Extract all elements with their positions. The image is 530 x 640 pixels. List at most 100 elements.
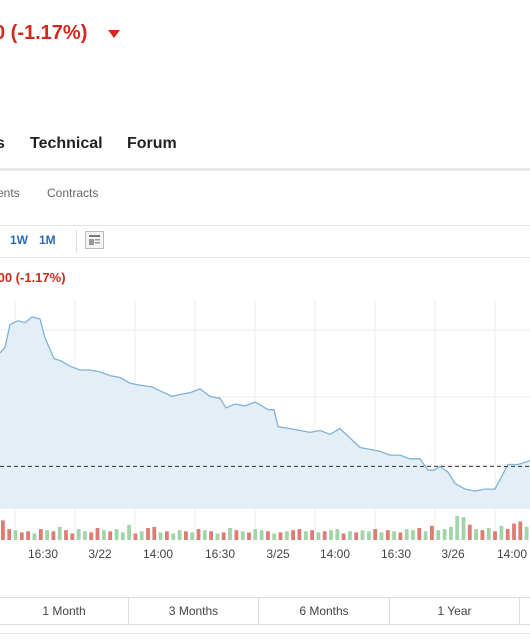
volume-bar: [404, 529, 409, 540]
volume-bar: [45, 530, 49, 540]
volume-bar: [209, 531, 213, 540]
period-6-months-button[interactable]: 6 Months: [258, 598, 389, 624]
volume-bar: [152, 526, 157, 540]
volume-bar: [240, 531, 245, 540]
volume-bar: [266, 531, 270, 540]
x-tick-label: 16:30: [28, 547, 58, 561]
volume-bar: [272, 533, 277, 540]
range-1w-button[interactable]: 1W: [10, 233, 28, 247]
volume-bar: [7, 529, 12, 540]
volume-bar: [127, 524, 131, 540]
volume-bar: [297, 529, 302, 540]
volume-bar: [102, 530, 106, 540]
x-tick-label: 3/22: [88, 547, 112, 561]
chart-price-change: .00 (-1.17%): [0, 270, 66, 285]
x-tick-label: 14:00: [320, 547, 350, 561]
volume-bar: [493, 531, 497, 540]
volume-bar: [379, 532, 384, 540]
volume-bar: [417, 528, 422, 540]
down-arrow-icon: [108, 30, 120, 38]
volume-bar: [442, 529, 447, 540]
volume-bar: [499, 525, 504, 540]
volume-bar: [303, 531, 308, 540]
toolbar-separator: [76, 230, 77, 252]
volume-bar: [398, 532, 403, 540]
volume-bar: [184, 531, 188, 540]
volume-bar: [284, 531, 289, 540]
volume-bar: [158, 532, 163, 540]
volume-bar: [234, 530, 239, 540]
volume-bar: [329, 530, 333, 540]
period-3-months-button[interactable]: 3 Months: [128, 598, 258, 624]
volume-bar: [354, 532, 359, 540]
volume-bar: [512, 523, 516, 540]
period-more-button[interactable]: [519, 598, 530, 624]
volume-bar: [480, 530, 485, 540]
volume-bar: [95, 528, 100, 540]
price-chart[interactable]: 16:30 3/22 14:00 16:30 3/25 14:00 16:30 3/26 14:…: [0, 300, 530, 570]
volume-bar: [505, 529, 510, 540]
bottom-divider: [0, 633, 530, 634]
volume-bar: [38, 529, 43, 540]
volume-bar: [32, 533, 37, 540]
layout-toggle-button[interactable]: [85, 231, 104, 249]
volume-bar: [467, 524, 472, 540]
volume-bar: [310, 530, 314, 540]
volume-bar: [486, 528, 491, 540]
volume-bar: [171, 533, 176, 540]
x-tick-label: 14:00: [143, 547, 173, 561]
price-area-fill: [0, 317, 530, 508]
volume-bar: [57, 526, 62, 540]
range-1m-button[interactable]: 1M: [39, 233, 56, 247]
volume-bar: [524, 526, 529, 540]
volume-bar: [76, 529, 81, 540]
volume-bar: [196, 529, 201, 540]
volume-bar: [26, 531, 30, 540]
tab-overview[interactable]: s: [0, 135, 5, 152]
volume-bar: [1, 520, 5, 540]
volume-bar: [108, 531, 113, 540]
toolbar-divider: [0, 257, 530, 258]
volume-bar: [449, 526, 453, 540]
volume-bar: [335, 529, 340, 540]
volume-bar: [436, 530, 441, 540]
subtab-contracts[interactable]: Contracts: [47, 186, 99, 200]
volume-bar: [114, 529, 119, 540]
volume-bar: [316, 532, 321, 540]
volume-bar: [373, 529, 378, 540]
sub-tabs-divider: [0, 225, 530, 226]
volume-bar: [385, 530, 390, 540]
volume-bar: [423, 531, 428, 540]
volume-bar: [139, 531, 144, 540]
volume-bar: [146, 528, 150, 540]
layout-icon: [89, 235, 100, 245]
volume-bar: [19, 532, 24, 540]
x-tick-label: 16:30: [381, 547, 411, 561]
volume-bar: [83, 531, 87, 540]
tab-forum[interactable]: Forum: [127, 135, 177, 152]
price-change: 0 (-1.17%): [0, 22, 88, 44]
volume-bar: [70, 533, 75, 540]
volume-bar: [291, 530, 295, 540]
main-tabs-divider: [0, 168, 530, 171]
tab-technical[interactable]: Technical: [30, 135, 103, 152]
volume-bar: [221, 532, 226, 540]
volume-bar: [348, 531, 352, 540]
volume-bar: [89, 532, 94, 540]
volume-bar: [455, 516, 460, 540]
volume-bar: [13, 530, 18, 540]
volume-bar: [51, 531, 56, 540]
volume-bar: [278, 532, 283, 540]
volume-bar: [190, 532, 195, 540]
volume-bar: [133, 533, 138, 540]
volume-bars: [1, 516, 529, 540]
x-tick-label: 16:30: [205, 547, 235, 561]
volume-bar: [259, 530, 264, 540]
x-axis-labels: 16:30 3/22 14:00 16:30 3/25 14:00 16:30 3/26 14:…: [28, 547, 527, 561]
price-line: [0, 316, 530, 492]
subtab-components[interactable]: ents: [0, 186, 20, 200]
period-1-month-button[interactable]: 1 Month: [42, 604, 86, 618]
volume-bar: [430, 525, 434, 540]
period-1-year-button[interactable]: 1 Year: [389, 598, 519, 624]
volume-bar: [165, 531, 169, 540]
